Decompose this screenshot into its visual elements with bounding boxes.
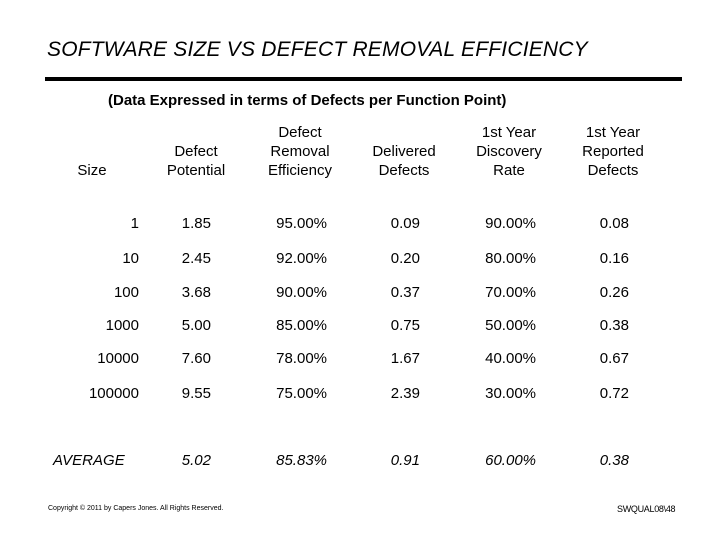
- table-cell: 80.00%: [485, 250, 536, 267]
- table-cell: 2.45: [181, 250, 211, 267]
- table-cell: 85.00%: [276, 317, 327, 334]
- table-cell: 0.37: [390, 284, 420, 301]
- table-cell: 78.00%: [276, 350, 327, 367]
- table-cell: 1.85: [181, 215, 211, 232]
- table-cell: 0.72: [599, 385, 629, 402]
- size-cell: 100000: [88, 385, 139, 402]
- table-cell: 0.26: [599, 284, 629, 301]
- table-cell: 5.00: [181, 317, 211, 334]
- table-cell: 70.00%: [485, 284, 536, 301]
- column-header: Delivered Defects: [372, 143, 436, 179]
- table-cell: 0.38: [599, 317, 629, 334]
- column-header: Defect Removal Efficiency: [268, 124, 332, 179]
- column-header: 1st Year Discovery Rate: [476, 124, 542, 179]
- table-cell: 0.09: [390, 215, 420, 232]
- size-cell: 10000: [97, 350, 139, 367]
- table-cell: 0.75: [390, 317, 420, 334]
- table-cell: 0.08: [599, 215, 629, 232]
- title-divider: [45, 77, 682, 81]
- table-cell: 9.55: [181, 385, 211, 402]
- column-header: Defect Potential: [166, 143, 226, 179]
- average-cell: 60.00%: [485, 452, 536, 469]
- table-cell: 75.00%: [276, 385, 327, 402]
- table-cell: 90.00%: [485, 215, 536, 232]
- table-cell: 0.67: [599, 350, 629, 367]
- average-cell: 85.83%: [276, 452, 327, 469]
- size-cell: 100: [113, 284, 139, 301]
- size-cell: 1000: [105, 317, 139, 334]
- average-cell: 0.91: [390, 452, 420, 469]
- table-cell: 3.68: [181, 284, 211, 301]
- slide-id: SWQUAL08\48: [617, 504, 676, 514]
- slide-subtitle: (Data Expressed in terms of Defects per …: [108, 92, 507, 109]
- table-cell: 0.20: [390, 250, 420, 267]
- column-header: Size: [77, 162, 107, 179]
- table-cell: 1.67: [390, 350, 420, 367]
- table-cell: 0.16: [599, 250, 629, 267]
- table-cell: 2.39: [390, 385, 420, 402]
- table-cell: 40.00%: [485, 350, 536, 367]
- average-cell: 0.38: [599, 452, 629, 469]
- table-cell: 92.00%: [276, 250, 327, 267]
- average-cell: 5.02: [181, 452, 211, 469]
- column-header: 1st Year Reported Defects: [582, 124, 644, 179]
- table-cell: 30.00%: [485, 385, 536, 402]
- table-cell: 90.00%: [276, 284, 327, 301]
- slide-title: SOFTWARE SIZE VS DEFECT REMOVAL EFFICIEN…: [47, 38, 588, 61]
- copyright-text: Copyright © 2011 by Capers Jones. All Ri…: [48, 505, 224, 512]
- size-cell: 10: [122, 250, 139, 267]
- table-cell: 95.00%: [276, 215, 327, 232]
- size-cell: 1: [130, 215, 139, 232]
- table-cell: 50.00%: [485, 317, 536, 334]
- table-cell: 7.60: [181, 350, 211, 367]
- average-label: AVERAGE: [53, 452, 125, 469]
